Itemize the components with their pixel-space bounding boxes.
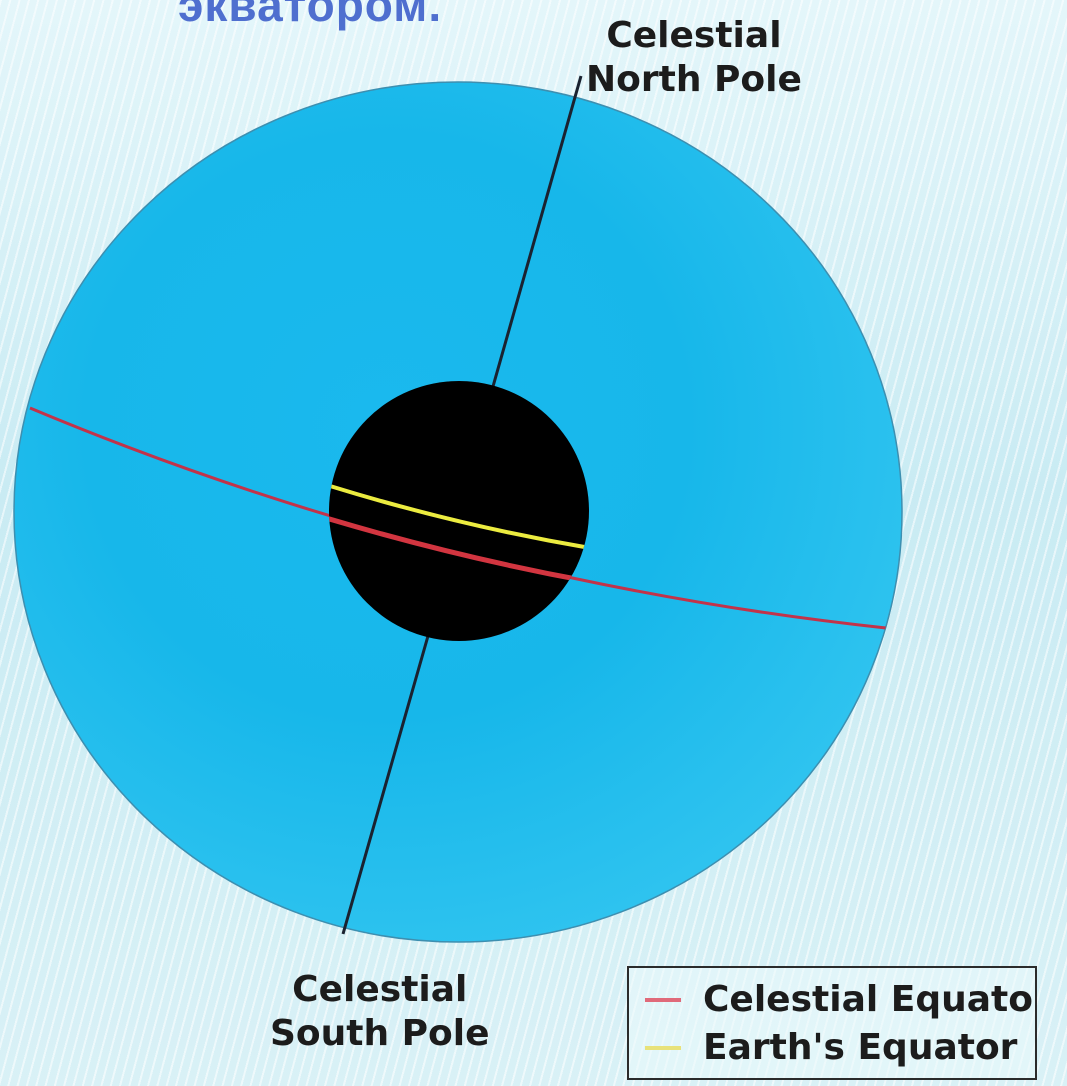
celestial-axis-north: [490, 75, 583, 391]
legend-item-earths-equator: Earth's Equator: [645, 1026, 1017, 1070]
south-label-line-1: Celestial: [292, 969, 468, 1010]
north-label-line-2: North Pole: [586, 59, 802, 100]
slide-title: экватором.: [178, 0, 443, 31]
legend-label-celestial-equator: Celestial Equator: [703, 979, 1037, 1020]
earth: [329, 381, 589, 641]
legend: Celestial Equator Earth's Equator: [627, 966, 1037, 1080]
north-label-line-1: Celestial: [606, 15, 782, 56]
celestial-south-pole-label: Celestial South Pole: [270, 968, 490, 1056]
legend-item-celestial-equator: Celestial Equator: [645, 978, 1037, 1022]
earths-equator-line: [329, 484, 589, 550]
south-label-line-2: South Pole: [270, 1013, 490, 1054]
celestial-north-pole-label: Celestial North Pole: [586, 14, 802, 102]
earth-celestial-equator-segment: [329, 515, 589, 585]
celestial-axis-south: [341, 635, 430, 935]
legend-label-earths-equator: Earth's Equator: [703, 1027, 1018, 1068]
legend-swatch-celestial-equator: [645, 998, 681, 1002]
legend-swatch-earths-equator: [645, 1046, 681, 1050]
